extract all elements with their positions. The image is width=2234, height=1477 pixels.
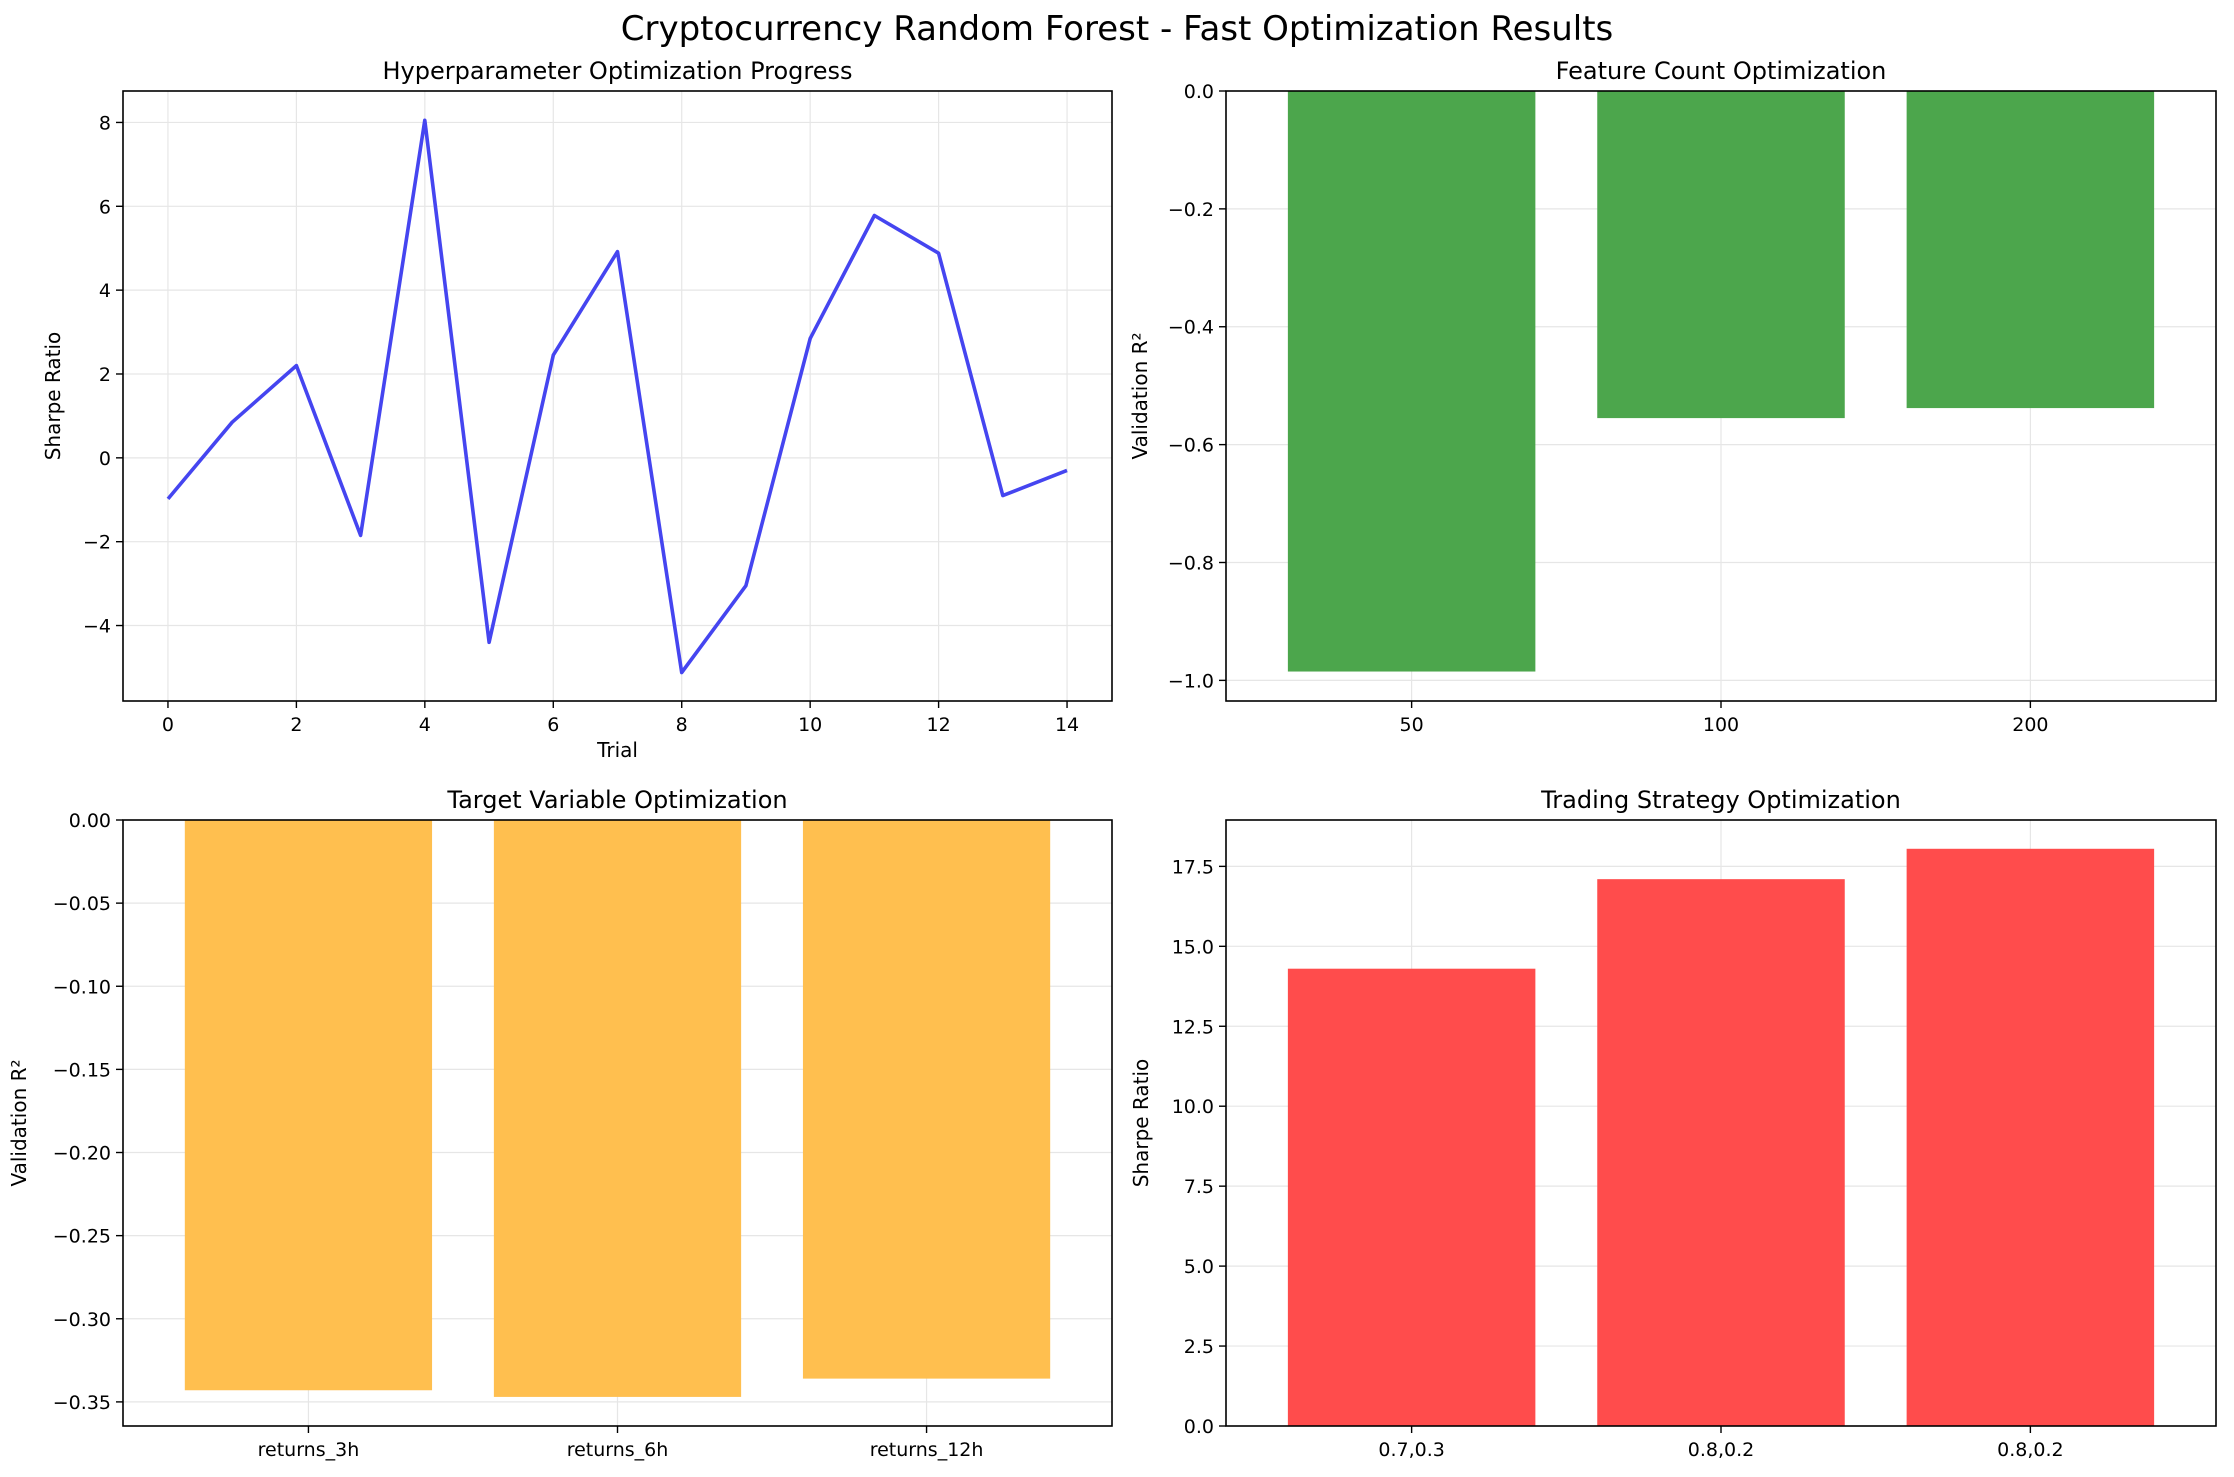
y-tick-label: −1.0	[1168, 670, 1214, 692]
x-axis-label: Trial	[596, 738, 638, 762]
x-tick-label: 0.8,0.2	[1997, 1439, 2063, 1461]
hyperparameter-chart: 0 2 4 6 8 10 12 14 −4 −2 0 2 4 6 8 Hyperparameter Optim…	[41, 57, 1113, 762]
marks	[184, 820, 1051, 1397]
y-axis-label: Validation R²	[7, 1059, 31, 1186]
axes-frame	[122, 90, 1113, 702]
y-tick-label: −0.35	[53, 1392, 111, 1414]
x-tick-label: 0.7,0.3	[1378, 1439, 1444, 1461]
axes: returns_3h returns_6h returns_12h −0.35 −0.3…	[7, 786, 1113, 1461]
x-tick-label: 0	[162, 714, 174, 736]
y-tick-label: 8	[99, 112, 111, 134]
bar-1	[1287, 91, 1536, 672]
axes: 50 100 200 −1.0 −0.8 −0.6 −0.4 −0.2 0.0 Feature C…	[1128, 57, 2217, 736]
x-tick-label: 14	[1055, 714, 1079, 736]
feature-count-chart: 50 100 200 −1.0 −0.8 −0.6 −0.4 −0.2 0.0 Feature C…	[1128, 57, 2217, 736]
x-tick-label: 10	[798, 714, 822, 736]
y-tick-label: −0.10	[53, 976, 111, 998]
marks	[166, 118, 1068, 675]
y-tick-label: 0.00	[69, 810, 111, 832]
y-tick-label: −0.2	[1168, 199, 1214, 221]
y-tick-label: 2.5	[1184, 1336, 1214, 1358]
y-axis-label: Sharpe Ratio	[1129, 1059, 1153, 1188]
x-tick-label: 50	[1400, 714, 1424, 736]
x-tick-label: 4	[419, 714, 431, 736]
x-tick-label: 12	[927, 714, 951, 736]
y-axis-label: Sharpe Ratio	[41, 332, 65, 461]
x-tick-label: returns_3h	[258, 1439, 360, 1461]
bar-3	[1906, 91, 2155, 409]
chart-title: Feature Count Optimization	[1556, 57, 1887, 85]
y-tick-label: −0.05	[53, 893, 111, 915]
x-tick-label: returns_12h	[870, 1439, 984, 1461]
chart-title: Hyperparameter Optimization Progress	[382, 57, 852, 85]
bar-3	[802, 820, 1051, 1379]
x-tick-label: 200	[2012, 714, 2048, 736]
x-tick-label: 8	[676, 714, 688, 736]
marks	[1287, 91, 2155, 672]
series-line	[166, 118, 1068, 675]
y-tick-label: 0	[99, 448, 111, 470]
axes: 0 2 4 6 8 10 12 14 −4 −2 0 2 4 6 8 Hyperparameter Optim…	[41, 57, 1113, 762]
x-tick-label: 2	[290, 714, 302, 736]
target-variable-chart: returns_3h returns_6h returns_12h −0.35 −0.3…	[7, 786, 1113, 1461]
y-tick-label: 7.5	[1184, 1176, 1214, 1198]
y-tick-label: 2	[99, 364, 111, 386]
y-tick-label: 0.0	[1184, 1416, 1214, 1438]
y-tick-label: 12.5	[1172, 1016, 1214, 1038]
bar-1	[1287, 968, 1536, 1426]
y-tick-label: −0.15	[53, 1059, 111, 1081]
y-tick-label: −0.30	[53, 1309, 111, 1331]
y-axis-label: Validation R²	[1128, 332, 1152, 459]
bar-2	[1597, 91, 1845, 419]
y-tick-label: −0.25	[53, 1226, 111, 1248]
y-tick-label: 0.0	[1184, 81, 1214, 103]
y-tick-label: 15.0	[1172, 936, 1214, 958]
marks	[1287, 848, 2155, 1426]
chart-title: Trading Strategy Optimization	[1540, 786, 1901, 814]
y-tick-label: 10.0	[1172, 1096, 1214, 1118]
x-tick-label: 100	[1703, 714, 1739, 736]
y-tick-label: 17.5	[1172, 856, 1214, 878]
y-tick-label: 6	[99, 196, 111, 218]
y-tick-label: −0.6	[1168, 435, 1214, 457]
x-tick-label: 0.8,0.2	[1688, 1439, 1754, 1461]
y-tick-label: −2	[83, 532, 111, 554]
axes: 0.7,0.3 0.8,0.2 0.8,0.2 0.0 2.5 5.0 7.5 10.0 12.…	[1129, 786, 2217, 1461]
y-tick-label: −0.8	[1168, 552, 1214, 574]
bar-2	[493, 820, 742, 1397]
y-tick-label: −0.20	[53, 1143, 111, 1165]
chart-title: Target Variable Optimization	[446, 786, 787, 814]
y-tick-label: 4	[99, 280, 111, 302]
bar-3	[1906, 848, 2155, 1426]
y-tick-label: −0.4	[1168, 317, 1214, 339]
bar-1	[184, 820, 433, 1391]
bar-2	[1597, 879, 1845, 1426]
y-tick-label: 5.0	[1184, 1256, 1214, 1278]
y-tick-label: −4	[83, 616, 111, 638]
x-tick-label: returns_6h	[567, 1439, 669, 1461]
grid	[123, 91, 1112, 701]
x-tick-label: 6	[547, 714, 559, 736]
trading-strategy-chart: 0.7,0.3 0.8,0.2 0.8,0.2 0.0 2.5 5.0 7.5 10.0 12.…	[1129, 786, 2217, 1461]
figure-title: Cryptocurrency Random Forest - Fast Opti…	[621, 9, 1614, 49]
